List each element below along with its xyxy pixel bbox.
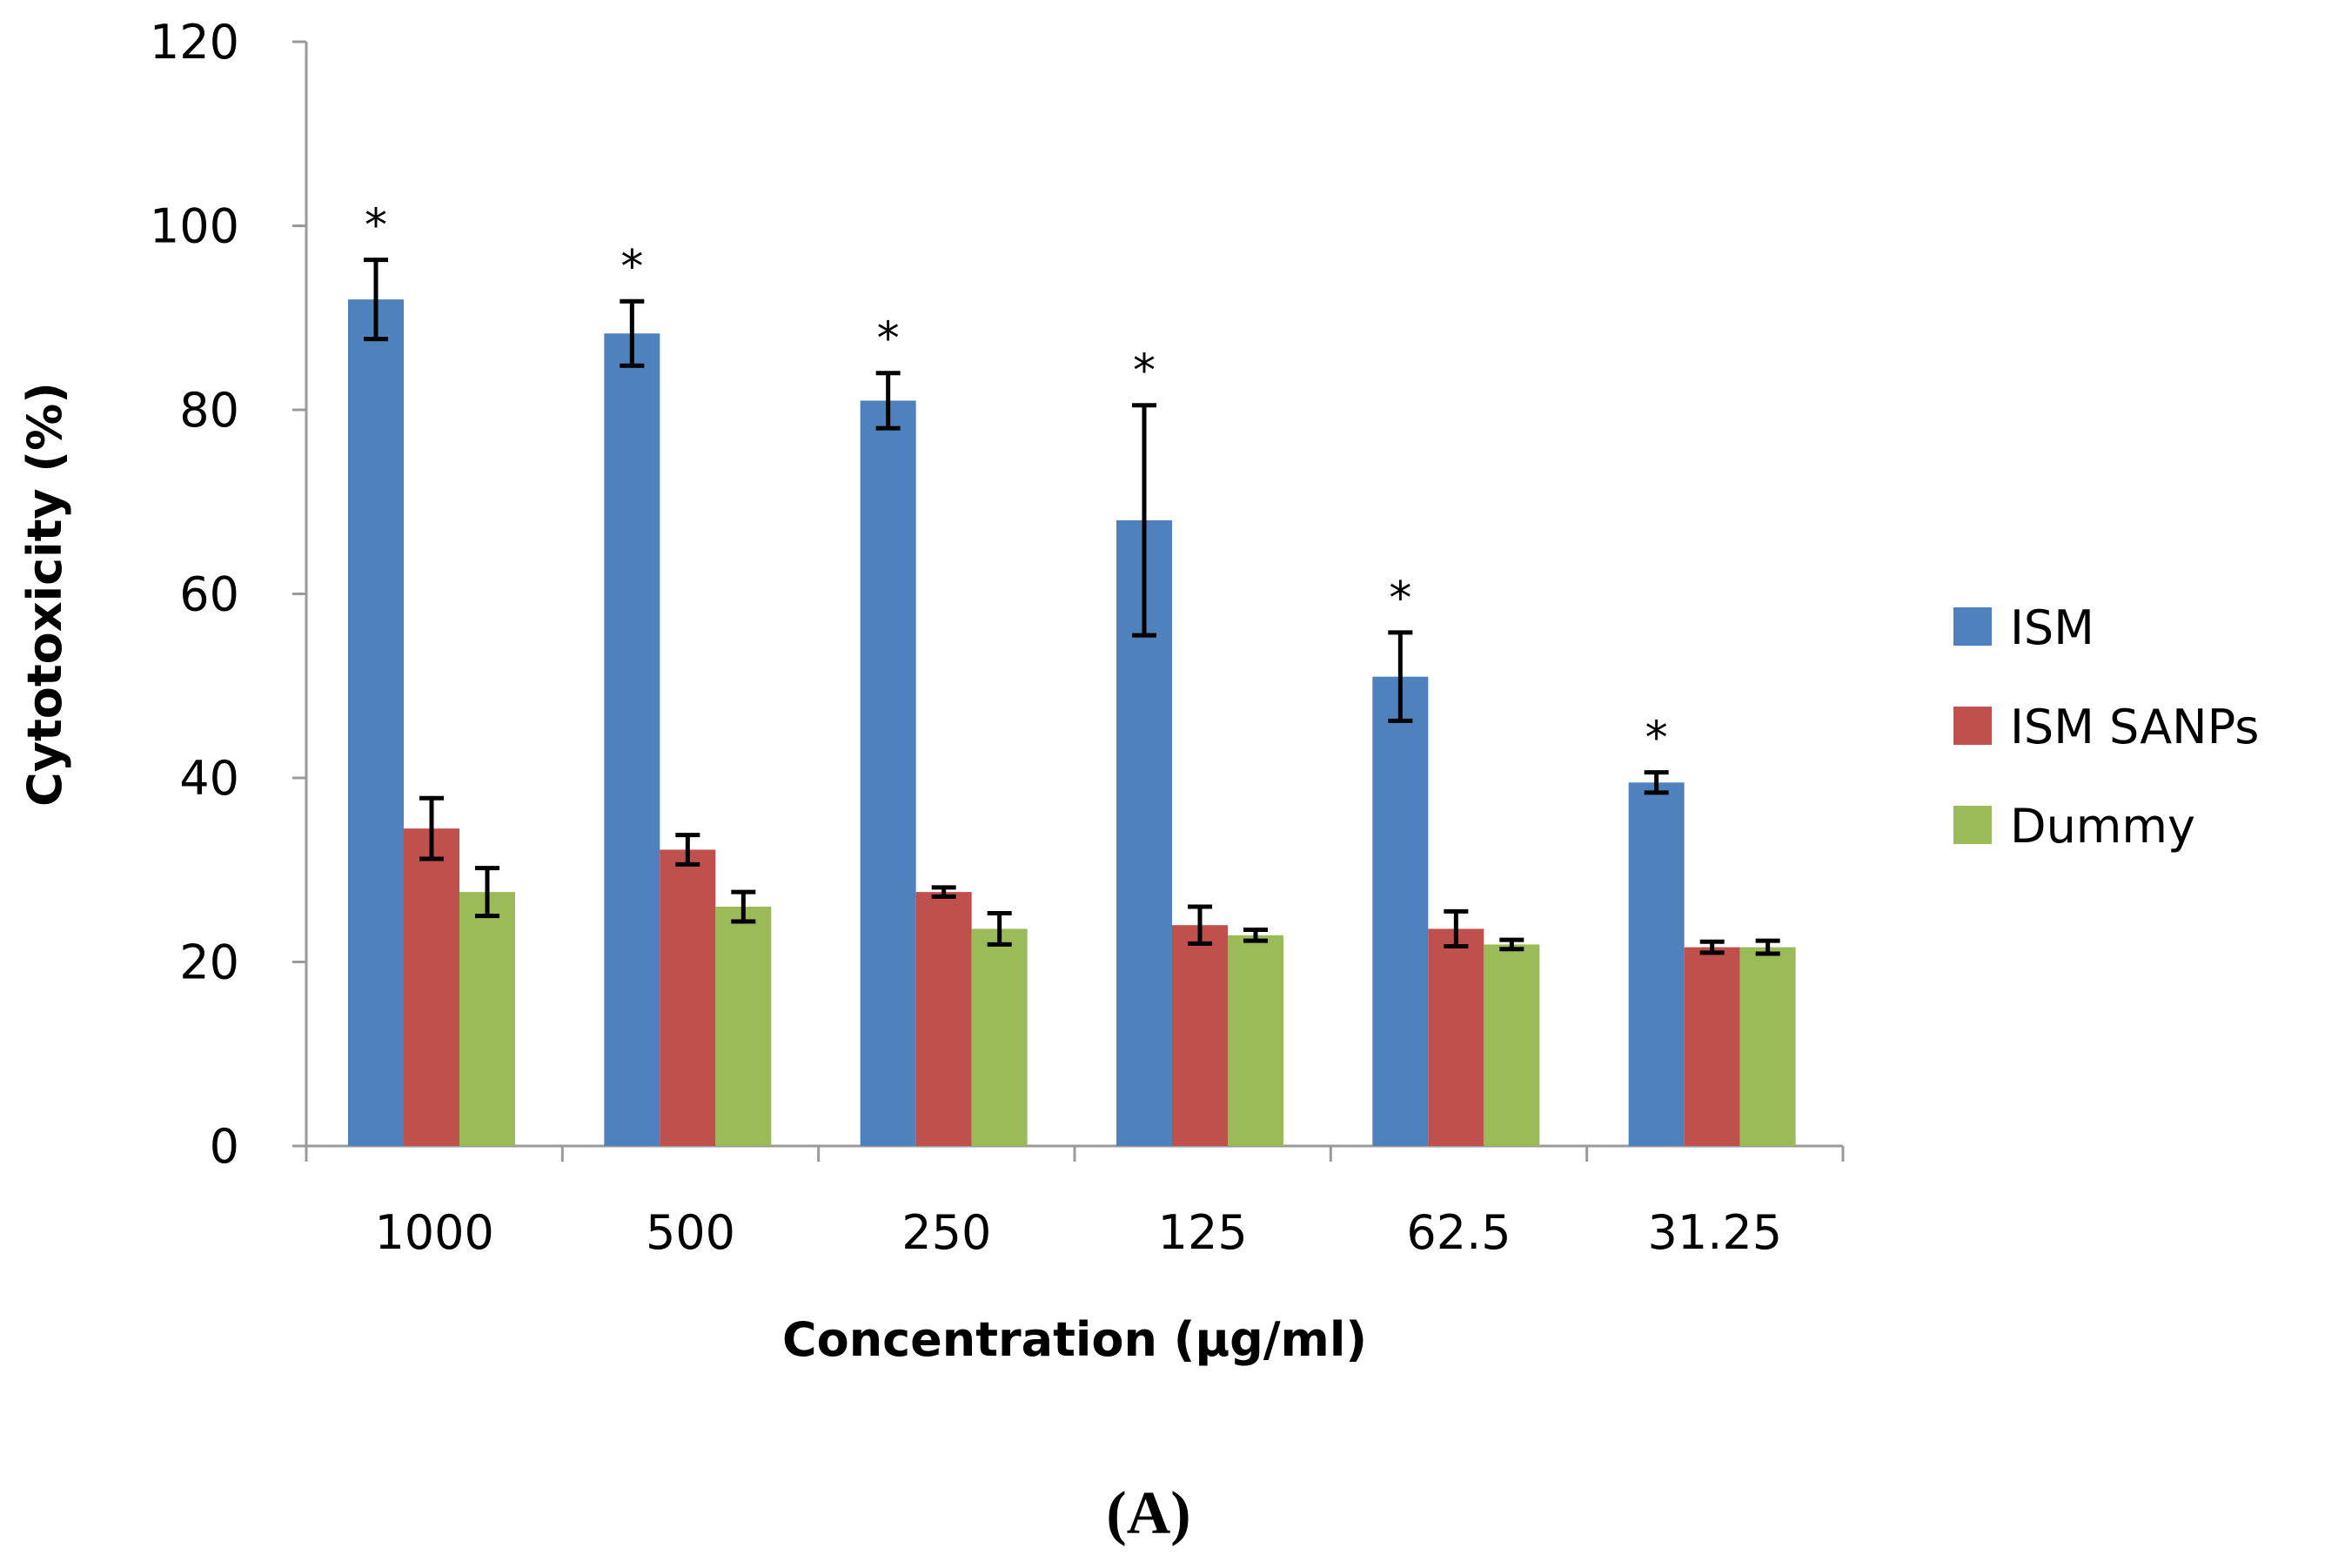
y-axis-title: Cytotoxicity (%)	[17, 382, 72, 807]
bar	[1484, 944, 1540, 1146]
y-tick-label: 60	[179, 567, 239, 622]
bar	[1172, 925, 1228, 1146]
bar	[1684, 947, 1740, 1146]
significance-stars: * * * * * *	[365, 200, 1668, 765]
x-tick-label: 500	[646, 1205, 735, 1260]
legend-swatch	[1953, 707, 1992, 745]
significance-star: *	[877, 313, 900, 365]
y-tick-label: 80	[179, 383, 239, 438]
x-axis-title: Concentration (µg/ml)	[782, 1312, 1367, 1367]
significance-star: *	[1389, 573, 1411, 625]
significance-star: *	[365, 200, 387, 252]
legend-swatch	[1953, 607, 1992, 646]
significance-star: *	[620, 241, 643, 293]
legend-label: Dummy	[2010, 799, 2195, 854]
bar	[1428, 928, 1484, 1146]
bar	[348, 299, 404, 1147]
x-tick-label: 62.5	[1406, 1205, 1511, 1260]
x-axis-ticks: 1000 500 250 125 62.5 31.25	[305, 1146, 1845, 1260]
bar	[404, 828, 459, 1146]
panel-label: (A)	[1106, 1480, 1190, 1547]
bar	[459, 892, 515, 1146]
significance-star: *	[1133, 345, 1156, 398]
y-tick-label: 100	[150, 199, 239, 254]
bar	[604, 333, 660, 1146]
x-tick-label: 31.25	[1648, 1205, 1783, 1260]
bar	[971, 928, 1028, 1146]
y-tick-label: 0	[210, 1119, 239, 1174]
x-tick-label: 250	[901, 1205, 991, 1260]
y-tick-label: 40	[179, 751, 239, 806]
legend-label: ISM	[2010, 600, 2094, 655]
y-tick-label: 120	[150, 15, 239, 70]
legend-swatch	[1953, 806, 1992, 844]
error-bars	[364, 258, 1780, 956]
y-axis-ticks: 0 20 40 60 80 100 120	[150, 15, 306, 1174]
y-tick-label: 20	[179, 935, 239, 990]
bar-marks	[348, 299, 1796, 1147]
bar	[660, 849, 716, 1146]
bar	[1739, 947, 1796, 1146]
bar	[860, 400, 916, 1146]
axes	[305, 42, 1843, 1148]
bar	[1628, 782, 1685, 1146]
bar	[1372, 676, 1429, 1146]
x-tick-label: 1000	[374, 1205, 493, 1260]
bar	[715, 907, 772, 1146]
legend: ISM ISM SANPs Dummy	[1953, 600, 2259, 854]
bar	[915, 892, 972, 1146]
x-tick-label: 125	[1158, 1205, 1248, 1260]
bar	[1228, 935, 1283, 1146]
legend-label: ISM SANPs	[2010, 700, 2259, 754]
significance-star: *	[1645, 713, 1668, 765]
